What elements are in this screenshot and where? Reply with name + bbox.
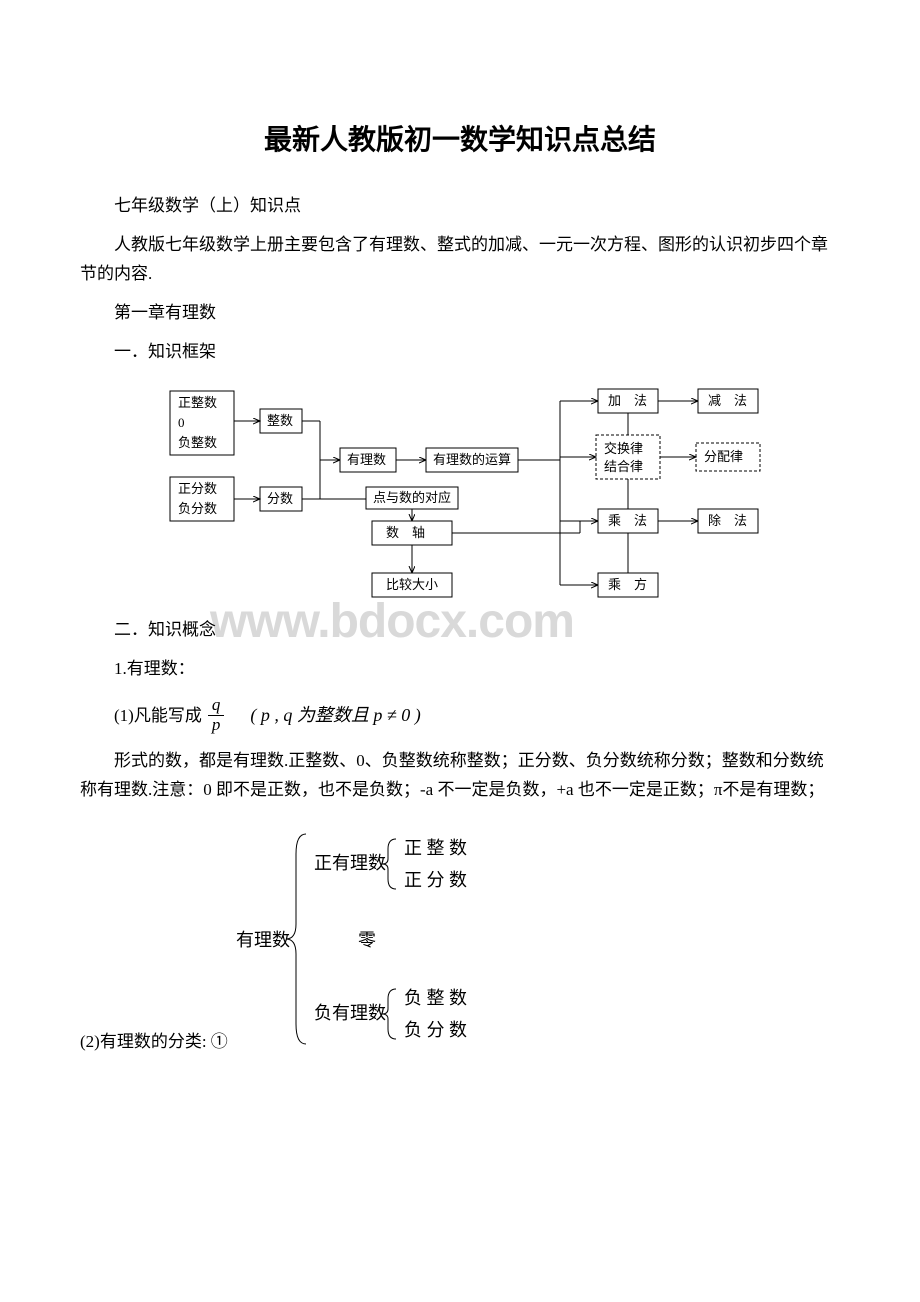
box-multiplication: 乘 法 [608, 513, 647, 528]
formula-prefix: (1)凡能写成 [114, 703, 202, 729]
page-title: 最新人教版初一数学知识点总结 [80, 120, 840, 162]
box-pos-fraction: 正分数 [178, 481, 217, 496]
fraction-numerator: q [208, 696, 225, 716]
class-pos-frac: 正 分 数 [404, 870, 467, 890]
box-addition: 加 法 [608, 393, 647, 408]
box-power: 乘 方 [608, 577, 647, 592]
formula-condition: ( p , q 为整数且 p ≠ 0 ) [250, 702, 420, 729]
box-rational: 有理数 [347, 452, 386, 467]
box-subtraction: 减 法 [708, 393, 747, 408]
box-operations: 有理数的运算 [433, 452, 511, 467]
box-distributive: 分配律 [704, 449, 743, 464]
section-heading-1: 一．知识框架 [80, 338, 840, 367]
class-root: 有理数 [236, 930, 290, 950]
class-pos-int: 正 整 数 [404, 838, 467, 858]
paragraph-subtitle: 七年级数学（上）知识点 [80, 192, 840, 221]
paragraph-definition: 形式的数，都是有理数.正整数、0、负整数统称整数；正分数、负分数统称分数；整数和… [80, 747, 840, 805]
class-zero: 零 [358, 930, 376, 950]
box-number-line: 数 轴 [386, 525, 425, 540]
class-pos-rational: 正有理数 [314, 853, 386, 873]
box-pos-integer: 正整数 [178, 395, 217, 410]
section-heading-2: 二．知识概念 [80, 616, 840, 645]
box-associative: 结合律 [604, 459, 643, 474]
box-compare: 比较大小 [386, 577, 438, 592]
classification-prefix: (2)有理数的分类: ① [80, 1029, 228, 1065]
knowledge-framework-diagram: 正整数 0 负整数 整数 正分数 负分数 分数 有理数 有理数的运算 点与数的对… [80, 381, 840, 611]
box-neg-integer: 负整数 [178, 435, 217, 450]
class-neg-frac: 负 分 数 [404, 1020, 467, 1040]
chapter-heading: 第一章有理数 [80, 299, 840, 328]
fraction-denominator: p [208, 716, 225, 735]
class-neg-rational: 负有理数 [314, 1003, 386, 1023]
classification-diagram: 有理数 正有理数 正 整 数 正 分 数 零 负有理数 负 整 数 负 分 数 [228, 814, 568, 1064]
box-fraction: 分数 [267, 491, 293, 506]
box-neg-fraction: 负分数 [178, 501, 217, 516]
box-point-number: 点与数的对应 [373, 490, 451, 505]
class-neg-int: 负 整 数 [404, 988, 467, 1008]
box-zero: 0 [178, 415, 185, 430]
box-division: 除 法 [708, 513, 747, 528]
paragraph-intro: 人教版七年级数学上册主要包含了有理数、整式的加减、一元一次方程、图形的认识初步四… [80, 231, 840, 289]
box-commutative: 交换律 [604, 441, 643, 456]
concept-heading-1: 1.有理数： [80, 655, 840, 684]
rational-definition-formula: (1)凡能写成 q p ( p , q 为整数且 p ≠ 0 ) [80, 696, 840, 734]
box-integer: 整数 [267, 413, 293, 428]
